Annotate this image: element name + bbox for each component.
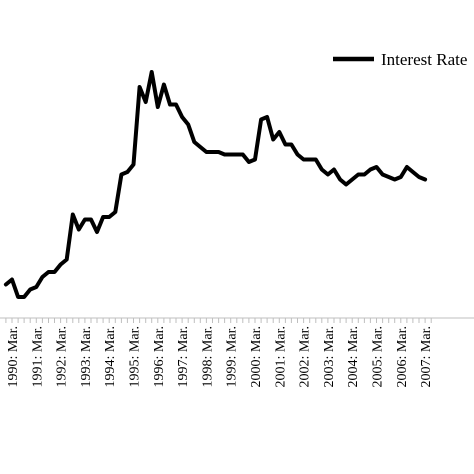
x-tick-label: 1993: Mar. (79, 326, 94, 387)
x-tick-label: 2006: Mar. (395, 326, 410, 387)
x-tick-label: 1990: Mar. (6, 326, 21, 387)
x-tick-label: 1995: Mar. (128, 326, 143, 387)
x-tick-label: 2002: Mar. (298, 326, 313, 387)
x-tick-label: 2003: Mar. (322, 326, 337, 387)
x-tick-label: 2007: Mar. (419, 326, 434, 387)
x-tick-label: 1997: Mar. (176, 326, 191, 387)
x-tick-label: 2005: Mar. (371, 326, 386, 387)
x-tick-label: 2001: Mar. (273, 326, 288, 387)
x-tick-label: 1998: Mar. (200, 326, 215, 387)
legend-label-interest-rate: Interest Rate (381, 50, 467, 69)
x-tick-label: 1991: Mar. (30, 326, 45, 387)
x-tick-label: 1999: Mar. (225, 326, 240, 387)
x-axis-tick-labels: 1990: Mar. 1991: Mar. 1992: Mar. 1993: Mar.… (6, 326, 434, 387)
x-tick-label: 1992: Mar. (55, 326, 70, 387)
series-line-interest-rate (3, 70, 428, 299)
x-tick-label: 1994: Mar. (103, 326, 118, 387)
x-tick-label: 2000: Mar. (249, 326, 264, 387)
series-group (3, 70, 428, 299)
x-tick-label: 1996: Mar. (152, 326, 167, 387)
x-tick-label: 2004: Mar. (346, 326, 361, 387)
x-axis-ticks (5, 318, 432, 323)
legend: Interest Rate (333, 50, 467, 69)
